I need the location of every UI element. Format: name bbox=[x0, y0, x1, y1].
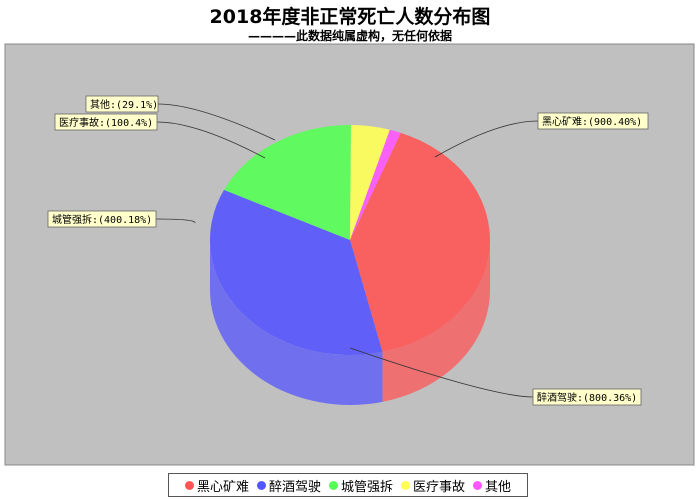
pie-slice-drunk-driving[interactable] bbox=[209, 189, 383, 355]
legend-item-drunk-driving: 醉酒驾驶 bbox=[256, 476, 321, 495]
legend-swatch-black-mine bbox=[184, 480, 194, 490]
legend-label-demolition: 城管强拆 bbox=[340, 479, 393, 495]
label-text-black-mine: 黑心矿难:(900.40%) bbox=[542, 115, 642, 128]
legend-swatch-other bbox=[473, 480, 483, 490]
label-box-black-mine bbox=[537, 112, 649, 130]
chart-subtitle: ————此数据纯属虚构，无任何依据 bbox=[247, 29, 452, 43]
leader-line-medical bbox=[156, 121, 266, 159]
legend-item-black-mine: 黑心矿难 bbox=[184, 476, 249, 495]
legend-label-medical: 医疗事故 bbox=[413, 479, 466, 495]
pie-labels: 黑心矿难:(900.40%) 醉酒驾驶:(800.36%) 城管强拆:(400.18… bbox=[47, 95, 649, 406]
pie-side-drunk-driving bbox=[210, 240, 383, 406]
label-box-other bbox=[85, 95, 159, 113]
legend-label-other: 其他 bbox=[485, 479, 512, 495]
label-text-medical: 医疗事故:(100.4%) bbox=[59, 116, 153, 129]
legend: 黑心矿难 醉酒驾驶 城管强拆 医疗事故 其他 bbox=[168, 473, 528, 497]
chart-title: 2018年度非正常死亡人数分布图 bbox=[209, 6, 491, 28]
legend-item-other: 其他 bbox=[473, 476, 511, 495]
pie-slice-black-mine[interactable] bbox=[350, 132, 490, 352]
leader-line-drunk-driving bbox=[349, 347, 534, 398]
pie-side-black-mine bbox=[382, 240, 490, 402]
legend-label-drunk-driving: 醉酒驾驶 bbox=[268, 479, 321, 495]
label-text-drunk-driving: 醉酒驾驶:(800.36%) bbox=[537, 391, 637, 404]
pie-top bbox=[209, 125, 490, 355]
label-box-demolition bbox=[47, 210, 157, 228]
legend-swatch-medical bbox=[401, 480, 410, 490]
legend-label-black-mine: 黑心矿难 bbox=[196, 479, 249, 495]
legend-item-medical: 医疗事故 bbox=[401, 476, 465, 495]
label-text-demolition: 城管强拆:(400.18%) bbox=[52, 213, 152, 226]
pie-slice-medical[interactable] bbox=[350, 125, 390, 240]
label-box-drunk-driving bbox=[532, 388, 642, 406]
pie-slice-demolition[interactable] bbox=[223, 125, 352, 240]
label-text-other: 其他:(29.1%) bbox=[90, 98, 158, 111]
leader-line-demolition bbox=[155, 218, 196, 224]
leader-line-other bbox=[157, 103, 276, 141]
leader-line-black-mine bbox=[434, 120, 539, 158]
pie-sides bbox=[210, 240, 490, 406]
legend-swatch-demolition bbox=[328, 480, 338, 490]
pie-slice-other[interactable] bbox=[350, 129, 401, 240]
label-box-medical bbox=[54, 113, 158, 131]
legend-swatch-drunk-driving bbox=[256, 480, 266, 490]
legend-item-demolition: 城管强拆 bbox=[328, 476, 393, 495]
